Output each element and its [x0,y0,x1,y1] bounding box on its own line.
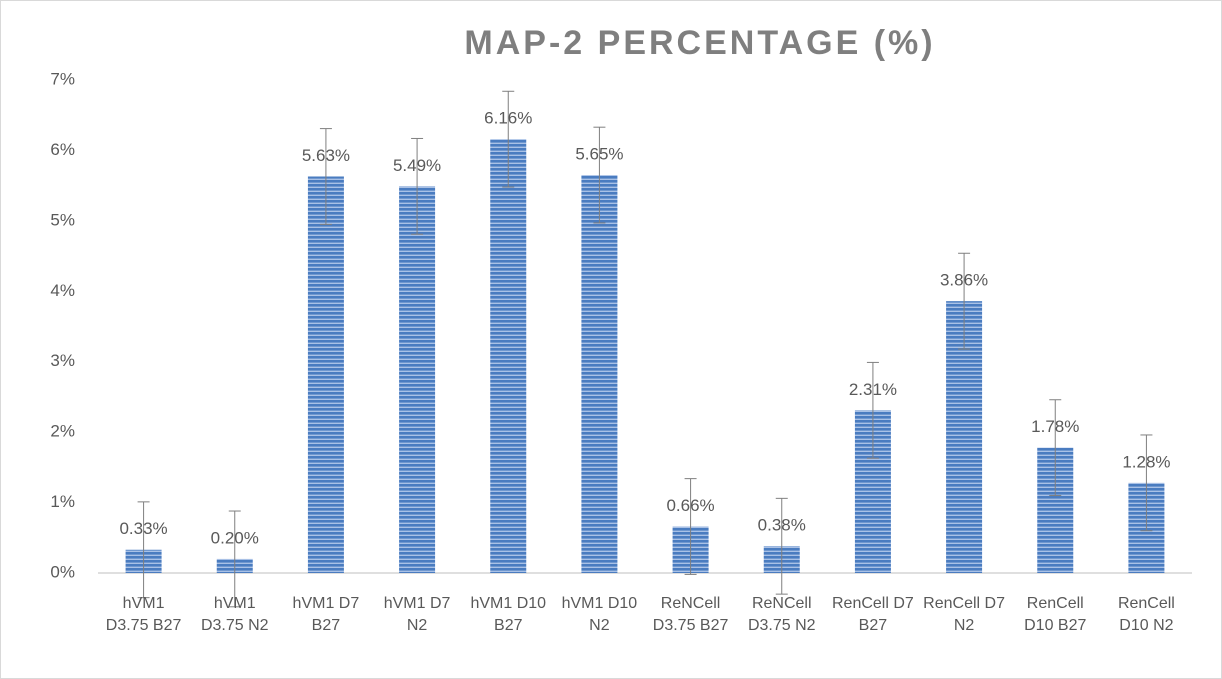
x-tick-label: hVM1 D3.75 B27 [105,595,182,634]
data-label: 5.63% [302,146,350,165]
data-label: 2.31% [849,380,897,399]
bar [307,176,344,574]
x-tick-label: hVM1 D7 N2 [383,595,451,634]
bar [490,139,527,573]
x-tick-label: hVM1 D10 N2 [561,595,638,634]
data-label: 0.38% [758,516,806,535]
x-tick-label: RenCell D7 N2 [923,595,1005,634]
x-tick-label: hVM1 D3.75 N2 [200,595,269,634]
x-tick-label: ReNCell D3.75 B27 [652,595,729,634]
data-label: 5.65% [575,145,623,164]
x-tick-label: hVM1 D7 B27 [292,595,360,634]
data-label: 0.33% [119,519,167,538]
y-tick-label: 5% [50,210,75,229]
y-tick-label: 3% [50,351,75,370]
y-tick-label: 7% [50,69,75,88]
y-tick-label: 4% [50,281,75,300]
data-label: 1.78% [1031,417,1079,436]
x-tick-label: RenCell D10 B27 [1024,595,1087,634]
x-tick-label: RenCell D7 B27 [832,595,914,634]
y-tick-label: 6% [50,140,75,159]
data-label: 0.20% [211,528,259,547]
y-tick-label: 1% [50,492,75,511]
x-tick-label: ReNCell D3.75 N2 [747,595,816,634]
bar [399,186,436,573]
data-label: 6.16% [484,109,532,128]
x-tick-label: hVM1 D10 B27 [470,595,547,634]
bar [581,175,618,574]
chart-title: MAP-2 PERCENTAGE (%) [464,24,935,62]
data-label: 0.66% [666,496,714,515]
x-tick-label: RenCell D10 N2 [1117,595,1175,634]
y-tick-label: 2% [50,422,75,441]
data-label: 5.49% [393,156,441,175]
data-label: 1.28% [1122,452,1170,471]
y-tick-label: 0% [50,562,75,581]
data-label: 3.86% [940,271,988,290]
